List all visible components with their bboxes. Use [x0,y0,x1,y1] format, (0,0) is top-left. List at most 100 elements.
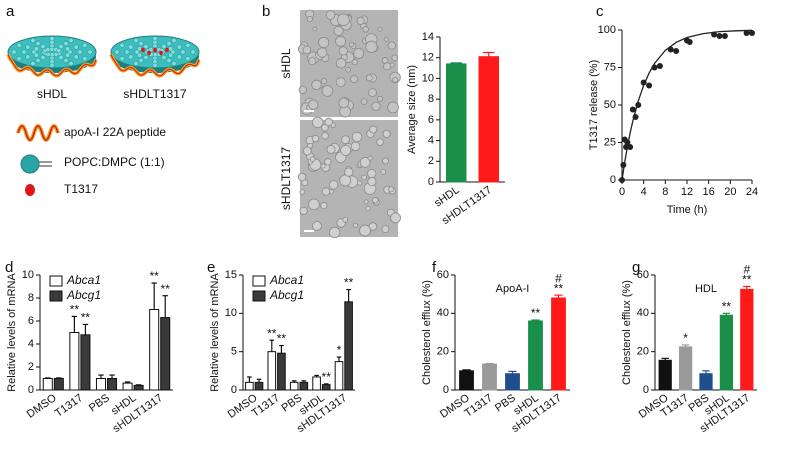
particle-image [350,141,361,152]
particle-image [299,206,308,215]
particle-image [359,157,371,168]
particle-image [321,123,329,132]
data-point [673,48,680,54]
lipid-head [143,44,149,49]
bar [245,381,254,391]
micrograph-label: sHDL [279,48,293,78]
particle-image [349,41,355,47]
x-tick-label: 12 [681,186,693,198]
lipid-head [68,61,74,66]
particle-image [338,97,350,109]
particle-image [335,58,347,69]
bar [658,359,672,391]
significance-mark: ** [531,306,541,320]
particle-image [312,221,322,231]
lipid-head [65,46,70,52]
particle-image [361,174,367,181]
lipid-head [35,58,41,63]
particle-image [380,169,386,175]
lipid-head [63,41,69,46]
data-point [686,39,693,45]
bar [459,370,474,391]
significance-mark: # [743,263,750,277]
y-tick-label: 20 [437,346,449,358]
lipid-head [82,42,88,48]
lipid-head [63,58,69,63]
particle-image [297,172,307,182]
particle-image [321,132,329,140]
particle-image [381,225,390,234]
particle-image [311,134,320,143]
y-tick-label: 2 [28,361,34,373]
significance-mark: ** [722,300,732,314]
drug-dot [165,47,169,53]
lipid-head [30,38,36,43]
lipid-head [168,46,173,52]
legend-swatch [252,290,266,302]
bar [53,378,64,391]
particle-image [388,186,395,193]
y-tick-label: 0 [643,384,649,396]
lipid-head [11,49,17,55]
legend-swatch [49,275,63,287]
data-point [743,30,750,36]
lipid-head [133,38,139,43]
y-axis-label: T1317 release (%) [588,60,600,151]
bar [740,288,754,391]
lipid-head [119,56,125,62]
bar [719,314,734,391]
particle-image [392,76,399,83]
legend-label: Abca1 [66,273,101,287]
particle-image [321,187,331,196]
particle-image [345,66,351,73]
lipid-head [170,49,176,55]
y-tick-label: 8 [428,93,434,105]
data-point [656,63,663,69]
y-tick-label: 0 [428,176,434,188]
particle-image [387,41,396,50]
particle-image [359,224,371,237]
particle-image [365,74,373,82]
bar [312,376,321,391]
bar [42,378,53,391]
particle-image [377,26,383,32]
particle-image [325,10,336,20]
particle-image [340,144,352,156]
lipid-icon [20,154,52,174]
lipid-head [58,44,64,49]
particle-image [298,85,307,95]
bar [344,301,353,391]
particle-image [383,36,389,42]
significance-mark: ** [267,326,277,340]
particle-image [363,199,369,205]
bar [334,361,344,391]
lipid-head [31,49,37,55]
particle-image [351,59,358,66]
bar [267,351,277,391]
particle-graphic [6,35,98,78]
y-tick-label: 75 [604,61,616,73]
chart-title: ApoA-I [496,283,530,295]
lipid-head [133,61,139,66]
y-axis-label: Cholesterol efflux (%) [621,280,633,385]
particle-image [302,45,312,55]
legend-label: Abcg1 [269,288,304,302]
particle-image [362,26,369,33]
x-tick-label: 8 [662,186,668,198]
lipid-head [137,46,142,52]
lipid-head [87,49,93,55]
significance-mark: ** [150,269,160,283]
y-tick-label: 2 [428,155,434,167]
panel-letter: g [632,259,640,276]
lipid-head [185,42,191,48]
y-tick-label: 0 [610,174,616,186]
particle-image [387,101,399,114]
panel-letter: a [6,3,15,20]
lipid-head [73,54,79,60]
particle-image [308,198,320,211]
lipid-head [25,44,31,50]
lipid-head [49,36,55,42]
lipid-head [176,44,182,50]
y-axis-label: Relative levels of mRNA [6,273,18,392]
